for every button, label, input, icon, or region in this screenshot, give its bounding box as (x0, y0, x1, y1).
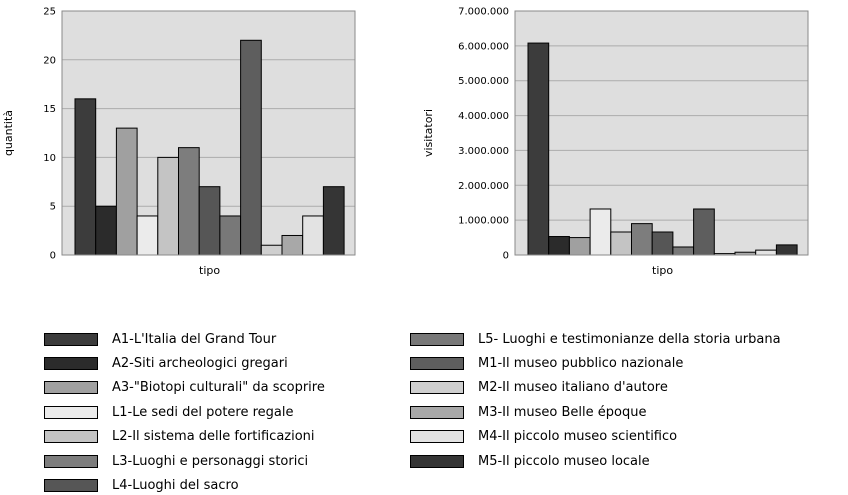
legend-label: L4-Luoghi del sacro (112, 477, 239, 493)
legend-label: A3-"Biotopi culturali" da scoprire (112, 380, 325, 396)
legend-item: A1-L'Italia del Grand Tour (44, 331, 276, 347)
legend-item: M5-Il piccolo museo locale (410, 453, 650, 469)
plot-area-right (515, 11, 808, 255)
legend-swatch (44, 332, 98, 346)
charts-canvas: 0 5 10 15 20 25 tipo quantità 0 1.000.000 2.000.00… (2, 7, 809, 277)
legend-item: L3-Luoghi e personaggi storici (44, 453, 308, 469)
y-tick-label: 2.000.000 (458, 181, 509, 192)
legend-item: A3-"Biotopi culturali" da scoprire (44, 380, 325, 396)
legend-swatch (410, 405, 464, 419)
legend-label: L5- Luoghi e testimonianze della storia … (478, 331, 781, 347)
y-tick-label: 5.000.000 (458, 76, 509, 87)
legend-label: M3-Il museo Belle époque (478, 404, 647, 420)
legend-item: L4-Luoghi del sacro (44, 477, 239, 493)
legend-item: M3-Il museo Belle époque (410, 404, 646, 420)
legend-swatch (44, 405, 98, 419)
y-tick-label: 1.000.000 (458, 216, 509, 227)
legend-label: M2-Il museo italiano d'autore (478, 380, 668, 396)
legend-item: L2-Il sistema delle fortificazioni (44, 429, 315, 445)
plot-frame-right (514, 10, 809, 256)
legend-swatch (44, 454, 98, 468)
legend-label: M4-Il piccolo museo scientifico (478, 429, 678, 445)
legend-swatch (410, 356, 464, 370)
y-tick-label: 0 (50, 251, 56, 262)
legend-label: L3-Luoghi e personaggi storici (112, 453, 309, 469)
legend-item: A2-Siti archeologici gregari (44, 355, 288, 371)
legend-label: M5-Il piccolo museo locale (478, 453, 650, 469)
y-tick-label: 25 (43, 7, 56, 18)
legend-item: M1-Il museo pubblico nazionale (410, 355, 683, 371)
x-axis-title: tipo (199, 264, 220, 277)
x-axis-title: tipo (652, 264, 673, 277)
plot-frame-left (61, 10, 356, 256)
y-tick-label: 4.000.000 (458, 111, 509, 122)
legend-label: A2-Siti archeologici gregari (112, 355, 288, 371)
legend-item: L1-Le sedi del potere regale (44, 404, 294, 420)
legend-label: A1-L'Italia del Grand Tour (112, 331, 277, 347)
legend-swatch (410, 454, 464, 468)
y-tick-label: 5 (50, 202, 56, 213)
legend-swatch (44, 356, 98, 370)
legend-item: L5- Luoghi e testimonianze della storia … (410, 331, 781, 347)
y-tick-label: 0 (503, 251, 509, 262)
legend-swatch (44, 478, 98, 492)
y-tick-label: 3.000.000 (458, 146, 509, 157)
legend-label: M1-Il museo pubblico nazionale (478, 355, 684, 371)
y-axis-title: visitatori (422, 109, 435, 157)
legend-swatch (410, 381, 464, 395)
y-tick-label: 15 (43, 104, 56, 115)
legend-swatch (410, 332, 464, 346)
y-tick-label: 10 (43, 153, 56, 164)
y-tick-label: 7.000.000 (458, 7, 509, 18)
legend-swatch (410, 430, 464, 444)
legend-item: M4-Il piccolo museo scientifico (410, 429, 677, 445)
legend-label: L1-Le sedi del potere regale (112, 404, 294, 420)
legend-label: L2-Il sistema delle fortificazioni (112, 429, 315, 445)
legend-item: M2-Il museo italiano d'autore (410, 380, 668, 396)
legend-swatch (44, 381, 98, 395)
y-tick-label: 20 (43, 55, 56, 66)
y-tick-label: 6.000.000 (458, 41, 509, 52)
y-axis-title: quantità (2, 110, 15, 156)
legend-swatch (44, 430, 98, 444)
